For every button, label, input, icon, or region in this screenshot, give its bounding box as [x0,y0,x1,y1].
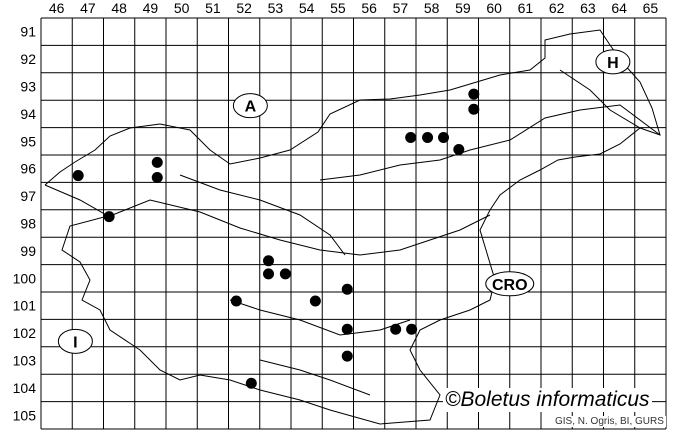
river [259,359,371,396]
column-label: 58 [424,0,440,16]
column-labels: 46 47 48 49 50 51 52 53 54 55 56 57 58 59 60 61 62 63 64 65 [49,0,659,16]
row-label: 97 [20,188,36,204]
column-label: 63 [580,0,596,16]
record-dot [390,323,402,335]
record-dot [341,323,353,335]
column-label: 56 [361,0,377,16]
copyright-text: ©Boletus informaticus [443,388,652,412]
row-label: 102 [13,325,37,341]
column-label: 46 [49,0,65,16]
record-dots [72,88,480,389]
record-dot [103,211,115,223]
column-label: 52 [236,0,252,16]
row-label: 100 [13,270,37,286]
river [109,199,491,256]
country-label-ellipse [595,49,631,75]
row-label: 98 [20,216,36,232]
record-dot [230,295,242,307]
column-label: 50 [174,0,190,16]
country-label-text: CRO [492,277,528,294]
country-label-ellipse [232,93,268,119]
row-labels: 91 92 93 94 95 96 97 98 99 100 101 102 103 104 105 [13,24,37,424]
record-dot [309,295,321,307]
record-dot [453,144,465,156]
column-label: 55 [330,0,346,16]
column-label: 47 [80,0,96,16]
river [179,174,346,256]
record-dot [245,377,257,389]
record-dot [341,283,353,295]
country-label-h: H [595,49,631,75]
country-border [44,29,661,425]
column-label: 51 [205,0,221,16]
row-label: 101 [13,298,37,314]
row-label: 93 [20,79,36,95]
column-label: 62 [549,0,565,16]
column-label: 57 [393,0,409,16]
record-dot [405,131,417,143]
river [229,299,411,336]
column-label: 53 [268,0,284,16]
country-label-i: I [57,328,93,354]
row-label: 96 [20,161,36,177]
row-label: 103 [13,353,37,369]
record-dot [72,170,84,182]
column-label: 59 [455,0,471,16]
record-dot [279,268,291,280]
column-label: 64 [611,0,627,16]
country-labels: A H I CRO [57,49,631,354]
record-dot [151,156,163,168]
record-dot [468,103,480,115]
column-label: 49 [143,0,159,16]
row-label: 91 [20,24,36,40]
record-dot [151,171,163,183]
country-label-text: A [245,99,257,116]
record-dot [263,268,274,280]
record-dot [422,131,434,143]
row-label: 99 [20,243,36,259]
country-label-ellipse [57,328,93,354]
record-dot [341,350,353,362]
row-label: 105 [13,407,37,423]
country-label-cro: CRO [485,271,535,297]
column-label: 61 [518,0,534,16]
map-grid [40,17,667,430]
record-dot [406,323,418,335]
country-label-text: H [607,55,619,72]
column-label: 48 [111,0,127,16]
row-label: 92 [20,51,36,67]
slovenia-border [44,29,661,425]
country-label-a: A [232,93,268,119]
record-dot [263,255,274,267]
row-label: 94 [20,106,36,122]
column-label: 65 [643,0,659,16]
column-label: 54 [299,0,315,16]
row-label: 95 [20,133,36,149]
record-dot [438,131,449,143]
column-label: 60 [486,0,502,16]
credit-text: GIS, N. Ogris, BI, GURS [553,416,666,427]
row-label: 104 [13,380,37,396]
river [319,104,661,181]
country-label-text: I [73,334,77,351]
country-label-ellipse [485,271,535,297]
record-dot [468,88,480,100]
